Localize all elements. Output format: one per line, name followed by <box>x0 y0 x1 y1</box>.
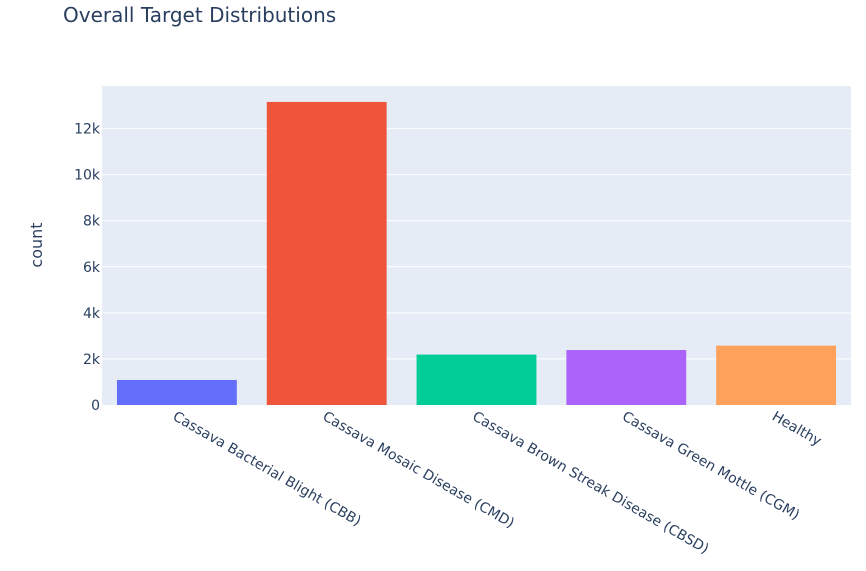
y-tick-label: 12k <box>74 122 101 138</box>
y-tick-label: 4k <box>83 306 101 322</box>
bar[interactable] <box>416 354 537 405</box>
y-axis-label: count <box>27 222 46 267</box>
y-tick-label: 0 <box>91 398 100 414</box>
bar[interactable] <box>116 379 237 405</box>
y-tick-label: 2k <box>83 352 101 368</box>
chart-title: Overall Target Distributions <box>63 3 336 27</box>
x-tick-label: Cassava Brown Streak Disease (CBSD) <box>470 409 712 558</box>
bar[interactable] <box>716 345 837 405</box>
y-tick-label: 6k <box>83 260 101 276</box>
y-tick-label: 8k <box>83 214 101 230</box>
x-tick-label: Healthy <box>769 409 824 450</box>
y-tick-label: 10k <box>74 168 101 184</box>
bar[interactable] <box>266 101 387 406</box>
bar[interactable] <box>566 350 687 405</box>
